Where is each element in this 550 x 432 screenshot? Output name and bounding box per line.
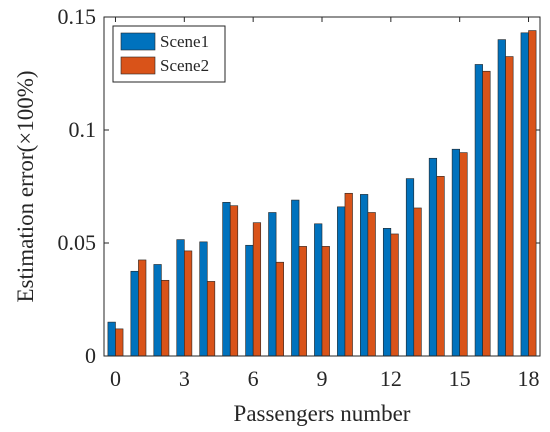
bar-scene1-17 bbox=[497, 39, 506, 357]
bar-scene1-7 bbox=[268, 212, 277, 357]
bar-scene1-9 bbox=[314, 223, 323, 357]
x-tick-label: 6 bbox=[248, 366, 259, 391]
bar-scene2-4 bbox=[206, 281, 216, 357]
y-tick-label: 0.15 bbox=[58, 4, 97, 29]
legend: Scene1 Scene2 bbox=[112, 25, 226, 83]
plot-frame bbox=[103, 16, 541, 357]
bar-scene2-2 bbox=[161, 279, 170, 357]
bar-scene2-15 bbox=[459, 152, 468, 357]
bar-scene1-13 bbox=[405, 178, 415, 357]
y-tick-label: 0.05 bbox=[58, 230, 97, 255]
legend-label-scene1: Scene1 bbox=[160, 32, 209, 51]
y-tick-label: 0 bbox=[85, 343, 96, 368]
bar-scene1-11 bbox=[360, 194, 369, 357]
bar-scene1-6 bbox=[245, 244, 254, 357]
bar-scene1-15 bbox=[451, 148, 460, 357]
bar-scene2-9 bbox=[321, 246, 330, 357]
bar-scene2-18 bbox=[528, 30, 537, 357]
y-tick-label: 0.1 bbox=[69, 117, 97, 142]
bar-scene2-17 bbox=[505, 56, 514, 357]
x-tick-label: 3 bbox=[179, 366, 190, 391]
bar-scene2-10 bbox=[344, 192, 353, 357]
x-tick-label: 18 bbox=[518, 366, 540, 391]
bar-scene1-10 bbox=[337, 206, 346, 357]
bar-scene2-16 bbox=[482, 70, 491, 357]
bar-scene2-6 bbox=[252, 222, 262, 357]
legend-swatch-scene1 bbox=[120, 32, 156, 51]
bar-scene2-12 bbox=[390, 233, 399, 357]
x-tick-label: 12 bbox=[380, 366, 402, 391]
bar-scene1-8 bbox=[291, 199, 300, 357]
x-axis-title: Passengers number bbox=[234, 401, 411, 426]
legend-label-scene2: Scene2 bbox=[160, 56, 209, 75]
bar-scene2-5 bbox=[229, 205, 239, 357]
bar-scene2-13 bbox=[413, 207, 422, 357]
bar-scene2-1 bbox=[138, 259, 147, 357]
y-axis-title: Estimation error(×100%) bbox=[13, 70, 38, 302]
bar-scene2-11 bbox=[367, 212, 376, 357]
x-tick-label: 15 bbox=[449, 366, 471, 391]
bar-scene2-14 bbox=[436, 176, 445, 357]
bar-scene1-4 bbox=[199, 241, 208, 357]
bars bbox=[107, 30, 537, 357]
bar-scene2-7 bbox=[275, 261, 284, 357]
bar-scene1-3 bbox=[176, 239, 185, 357]
bar-scene1-14 bbox=[428, 157, 438, 357]
bar-scene2-3 bbox=[184, 250, 193, 357]
legend-swatch-scene2 bbox=[120, 56, 156, 75]
bar-scene2-8 bbox=[298, 246, 307, 357]
bar-scene1-18 bbox=[520, 32, 529, 357]
bar-scene1-2 bbox=[153, 264, 162, 357]
bar-scene1-0 bbox=[107, 321, 116, 357]
bar-scene1-5 bbox=[222, 202, 231, 357]
x-tick-label: 0 bbox=[110, 366, 121, 391]
bar-scene1-16 bbox=[474, 64, 483, 357]
bar-scene2-0 bbox=[115, 328, 124, 357]
bar-scene1-1 bbox=[130, 270, 139, 357]
x-tick-label: 9 bbox=[317, 366, 328, 391]
bar-scene1-12 bbox=[382, 228, 392, 357]
